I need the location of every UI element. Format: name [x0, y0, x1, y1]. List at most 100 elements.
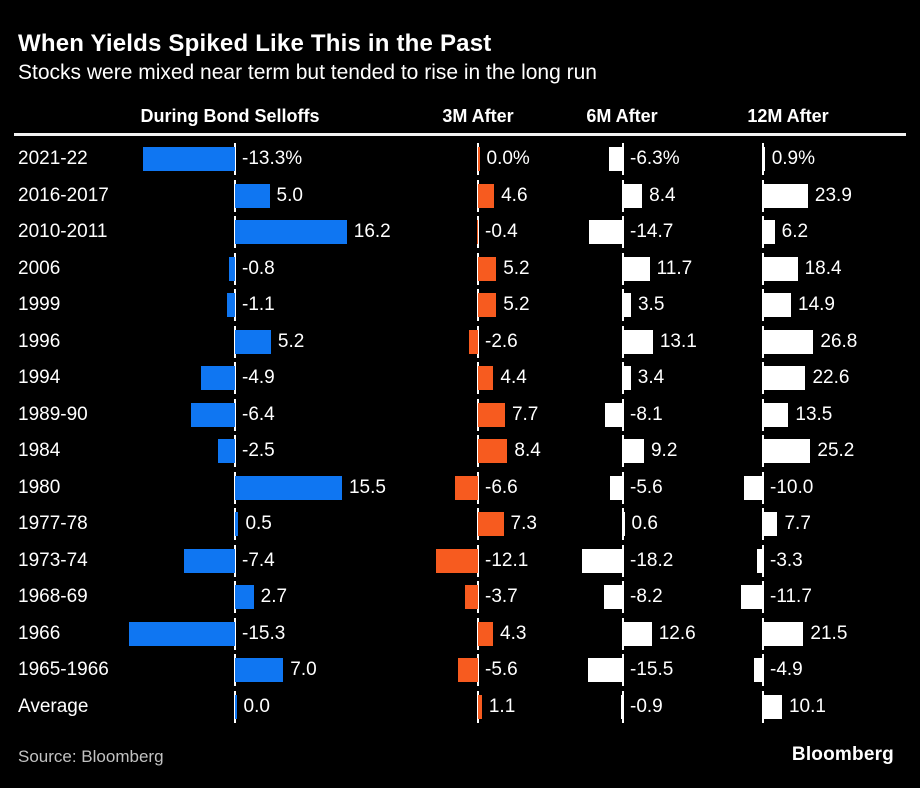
bar-3m-after [468, 329, 478, 354]
chart-row: 1999 -1.1 5.2 3.5 14.9 [0, 287, 920, 324]
bar-12m-after [763, 220, 775, 245]
baseline-tick [762, 544, 764, 577]
chart-row: 2021-22 -13.3% 0.0% -6.3% 0.9% [0, 141, 920, 178]
bar-3m-after [478, 439, 508, 464]
value-label-during-bond-selloffs: 7.0 [290, 659, 317, 681]
baseline-tick [762, 654, 764, 687]
baseline-tick [762, 471, 764, 504]
bar-12m-after [763, 293, 791, 318]
baseline-tick [234, 362, 236, 395]
value-label-12m-after: 14.9 [798, 294, 835, 316]
bar-12m-after [744, 475, 763, 500]
bar-3m-after [478, 293, 497, 318]
row-label: 1989-90 [18, 403, 88, 425]
value-label-12m-after: 7.7 [784, 513, 811, 535]
value-label-3m-after: 5.2 [503, 257, 530, 279]
bar-during-bond-selloffs [235, 694, 237, 719]
baseline-tick [234, 617, 236, 650]
value-label-12m-after: -10.0 [770, 476, 814, 498]
value-label-during-bond-selloffs: 0.5 [245, 513, 272, 535]
value-label-3m-after: -5.6 [485, 659, 518, 681]
bar-12m-after [763, 256, 798, 281]
bar-during-bond-selloffs [143, 147, 235, 172]
baseline-tick [477, 471, 479, 504]
bar-6m-after [610, 475, 623, 500]
chart-row: 1968-69 2.7 -3.7 -8.2 -11.7 [0, 579, 920, 616]
baseline-tick [762, 581, 764, 614]
value-label-during-bond-selloffs: -6.4 [242, 403, 275, 425]
baseline-tick [477, 216, 479, 249]
row-label: 1973-74 [18, 549, 88, 571]
bar-3m-after [478, 402, 505, 427]
bar-3m-after [478, 694, 482, 719]
value-label-6m-after: -14.7 [630, 221, 674, 243]
baseline-tick [234, 289, 236, 322]
bar-6m-after [608, 147, 623, 172]
bar-during-bond-selloffs [229, 256, 235, 281]
baseline-tick [477, 581, 479, 614]
chart-row: 2006 -0.8 5.2 11.7 18.4 [0, 251, 920, 288]
baseline-tick [477, 325, 479, 358]
bar-6m-after [623, 439, 644, 464]
column-header-3m-after: 3M After [442, 106, 514, 126]
baseline-tick [234, 435, 236, 468]
row-label: 2021-22 [18, 148, 88, 170]
value-label-12m-after: 26.8 [820, 330, 858, 352]
bar-during-bond-selloffs [201, 366, 235, 391]
value-label-during-bond-selloffs: -2.5 [242, 440, 275, 462]
bar-6m-after [623, 621, 652, 646]
baseline-tick [622, 581, 624, 614]
bar-3m-after [478, 183, 495, 208]
value-label-6m-after: 13.1 [659, 330, 697, 352]
bar-12m-after [763, 183, 808, 208]
value-label-12m-after: 18.4 [804, 257, 842, 279]
baseline-tick [622, 654, 624, 687]
chart-subtitle: Stocks were mixed near term but tended t… [18, 61, 597, 84]
value-label-12m-after: -4.9 [770, 659, 803, 681]
baseline-tick [622, 216, 624, 249]
bar-3m-after [476, 220, 478, 245]
bar-6m-after [623, 293, 631, 318]
bar-12m-after [741, 585, 763, 610]
chart-title: When Yields Spiked Like This in the Past [18, 30, 492, 57]
bar-6m-after [604, 402, 623, 427]
bar-3m-after [478, 256, 497, 281]
value-label-during-bond-selloffs: -0.8 [242, 257, 275, 279]
chart-body: 2021-22 -13.3% 0.0% -6.3% 0.9% 2016-2017 5.0 4.… [0, 141, 920, 725]
value-label-6m-after: 3.5 [637, 294, 665, 316]
chart-row: 1973-74 -7.4 -12.1 -18.2 -3.3 [0, 543, 920, 580]
value-label-6m-after: 8.4 [649, 184, 676, 206]
bar-12m-after [763, 147, 765, 172]
bar-3m-after [465, 585, 478, 610]
bar-12m-after [763, 694, 782, 719]
value-label-during-bond-selloffs: 0.0 [243, 695, 270, 717]
baseline-tick [477, 544, 479, 577]
value-label-6m-after: 12.6 [658, 622, 696, 644]
baseline-tick [622, 398, 624, 431]
value-label-3m-after: 8.4 [514, 440, 541, 462]
baseline-tick [622, 143, 624, 176]
value-label-3m-after: -3.7 [485, 586, 518, 608]
bar-12m-after [763, 439, 811, 464]
column-header-6m-after: 6M After [586, 106, 658, 126]
value-label-12m-after: 25.2 [817, 440, 855, 462]
row-label: 1977-78 [18, 513, 88, 535]
chart-row: 1965-1966 7.0 -5.6 -15.5 -4.9 [0, 652, 920, 689]
bar-3m-after [458, 658, 478, 683]
bar-6m-after [623, 366, 631, 391]
value-label-3m-after: 4.6 [501, 184, 528, 206]
bloomberg-logo: Bloomberg [791, 744, 894, 765]
bar-during-bond-selloffs [190, 402, 235, 427]
value-label-6m-after: -5.6 [630, 476, 663, 498]
chart-row: 1996 5.2 -2.6 13.1 26.8 [0, 324, 920, 361]
value-label-12m-after: 6.2 [781, 221, 809, 243]
bar-during-bond-selloffs [227, 293, 235, 318]
value-label-during-bond-selloffs: -7.4 [242, 549, 275, 571]
value-label-6m-after: -8.2 [630, 586, 663, 608]
value-label-during-bond-selloffs: 15.5 [348, 476, 386, 498]
value-label-12m-after: 10.1 [788, 695, 826, 717]
value-label-6m-after: -8.1 [630, 403, 663, 425]
row-label: 1980 [18, 476, 61, 498]
bar-12m-after [756, 548, 763, 573]
